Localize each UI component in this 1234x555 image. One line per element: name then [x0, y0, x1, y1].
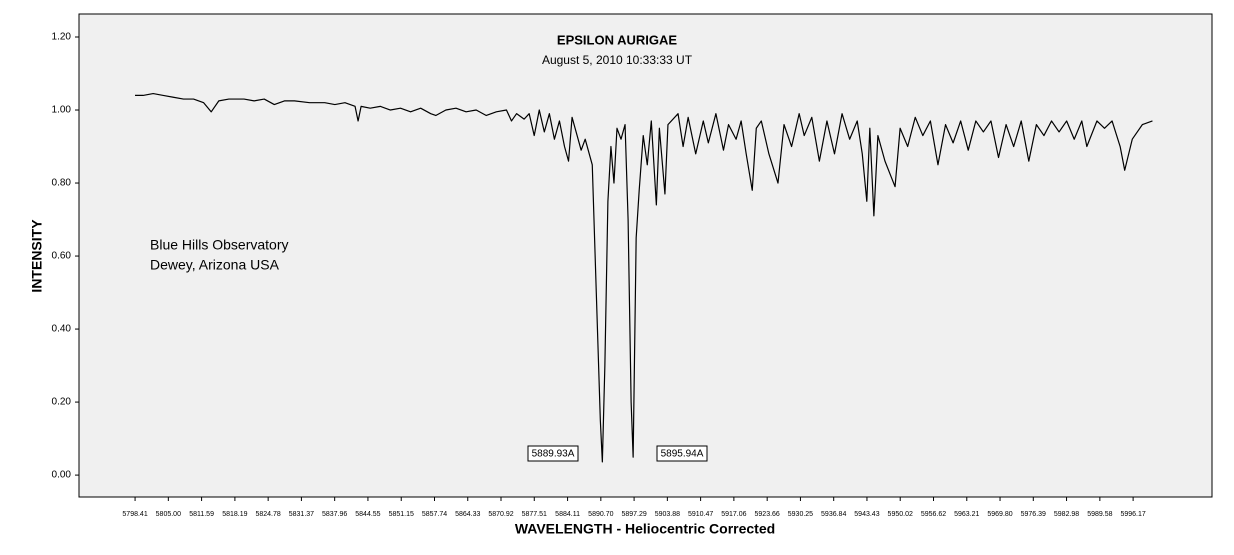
x-tick-label: 5943.43 [854, 511, 879, 518]
annotation-box [527, 445, 579, 462]
x-tick-label: 5884.11 [555, 511, 580, 518]
x-axis-label: WAVELENGTH - Heliocentric Corrected [515, 521, 775, 537]
note: Dewey, Arizona USA [150, 257, 280, 273]
annotation: 5895.94A [661, 449, 704, 460]
x-tick-label: 5831.37 [289, 511, 314, 518]
annotation: 5889.93A [532, 449, 575, 460]
annotation-box [656, 445, 708, 462]
x-tick-label: 5917.06 [721, 511, 746, 518]
x-tick-label: 5976.39 [1021, 511, 1046, 518]
y-tick-label: 1.00 [52, 105, 72, 116]
x-tick-label: 5837.96 [322, 511, 347, 518]
x-tick-label: 5982.98 [1054, 511, 1079, 518]
x-tick-label: 5950.02 [888, 511, 913, 518]
spectrum-line [135, 92, 1153, 463]
x-tick-label: 5857.74 [422, 511, 447, 518]
x-tick-label: 5903.88 [655, 511, 680, 518]
x-tick-label: 5805.00 [156, 511, 181, 518]
y-axis-label: INTENSITY [29, 219, 45, 293]
chart-subtitle: August 5, 2010 10:33:33 UT [542, 53, 693, 67]
y-tick-label: 0.40 [52, 324, 72, 335]
x-tick-label: 5824.78 [255, 511, 280, 518]
x-tick-label: 5910.47 [688, 511, 713, 518]
x-tick-label: 5851.15 [389, 511, 414, 518]
x-tick-label: 5989.58 [1087, 511, 1112, 518]
x-tick-label: 5864.33 [455, 511, 480, 518]
y-tick-label: 0.60 [52, 251, 72, 262]
x-tick-label: 5956.62 [921, 511, 946, 518]
x-tick-label: 5963.21 [954, 511, 979, 518]
x-tick-label: 5930.25 [788, 511, 813, 518]
x-tick-label: 5890.70 [588, 511, 613, 518]
x-tick-label: 5818.19 [222, 511, 247, 518]
y-tick-label: 0.20 [52, 397, 72, 408]
y-tick-label: 1.20 [52, 32, 72, 43]
x-tick-label: 5996.17 [1120, 511, 1145, 518]
x-tick-label: 5844.55 [355, 511, 380, 518]
plot-area [78, 13, 1213, 498]
x-tick-label: 5798.41 [122, 511, 147, 518]
y-tick-label: 0.80 [52, 178, 72, 189]
x-tick-label: 5969.80 [987, 511, 1012, 518]
note: Blue Hills Observatory [150, 237, 289, 253]
x-tick-label: 5936.84 [821, 511, 846, 518]
y-tick-label: 0.00 [52, 470, 72, 481]
x-tick-label: 5877.51 [522, 511, 547, 518]
x-tick-label: 5811.59 [189, 511, 214, 518]
x-tick-label: 5897.29 [621, 511, 646, 518]
x-tick-label: 5923.66 [755, 511, 780, 518]
x-tick-label: 5870.92 [488, 511, 513, 518]
chart-title: EPSILON AURIGAE [557, 32, 677, 47]
